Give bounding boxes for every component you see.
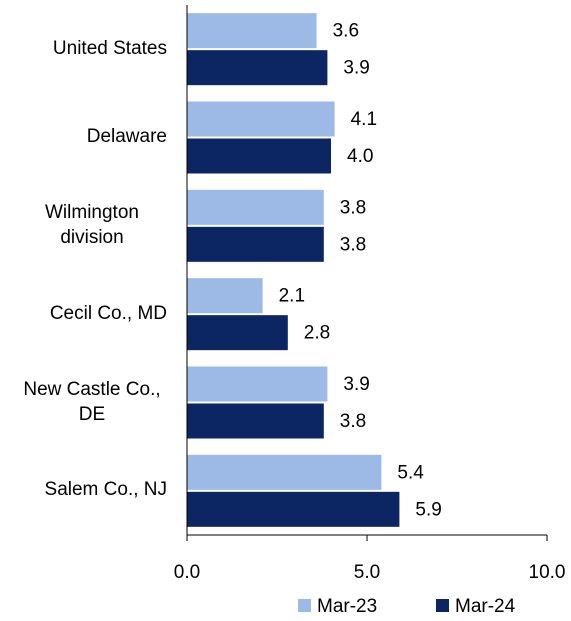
bar (187, 101, 335, 137)
value-label: 2.1 (279, 286, 305, 307)
bar (187, 50, 328, 86)
value-label: 5.4 (397, 462, 424, 483)
value-label: 3.9 (343, 58, 369, 79)
value-label: 3.9 (343, 374, 369, 395)
legend-swatch (298, 599, 311, 612)
value-label: 3.6 (333, 21, 359, 42)
bar (187, 454, 382, 490)
bar (187, 226, 324, 262)
bar (187, 278, 263, 314)
category-text: United States (52, 37, 167, 59)
x-tick-label: 10.0 (529, 562, 566, 583)
bar (187, 403, 324, 439)
x-tick-label: 0.0 (174, 562, 200, 583)
bar (187, 366, 328, 402)
legend-label: Mar-24 (455, 596, 516, 617)
bar (187, 189, 324, 225)
category-label: United States (0, 36, 167, 61)
legend-swatch (436, 599, 449, 612)
value-label: 2.8 (304, 323, 330, 344)
category-text: Delaware (86, 126, 167, 147)
bar (187, 138, 331, 174)
value-label: 5.9 (415, 499, 441, 520)
value-label: 3.8 (340, 411, 366, 432)
value-label: 4.0 (347, 146, 373, 167)
category-text: Cecil Co., MD (49, 302, 167, 324)
category-label: New Castle Co., DE (0, 377, 167, 427)
bar (187, 315, 288, 351)
category-text: Wilmington division (45, 201, 139, 248)
category-text: New Castle Co., DE (23, 378, 161, 425)
bar (187, 491, 400, 527)
category-label: Wilmington division (0, 200, 167, 250)
category-label: Delaware (0, 124, 167, 149)
value-label: 3.8 (340, 197, 366, 218)
x-tick-label: 5.0 (354, 562, 380, 583)
value-label: 3.8 (340, 234, 366, 255)
category-text: Salem Co., NJ (44, 479, 167, 501)
value-label: 4.1 (351, 109, 377, 130)
category-label: Salem Co., NJ (0, 477, 167, 502)
category-label: Cecil Co., MD (0, 301, 167, 326)
legend-label: Mar-23 (317, 596, 377, 617)
bar (187, 13, 317, 49)
